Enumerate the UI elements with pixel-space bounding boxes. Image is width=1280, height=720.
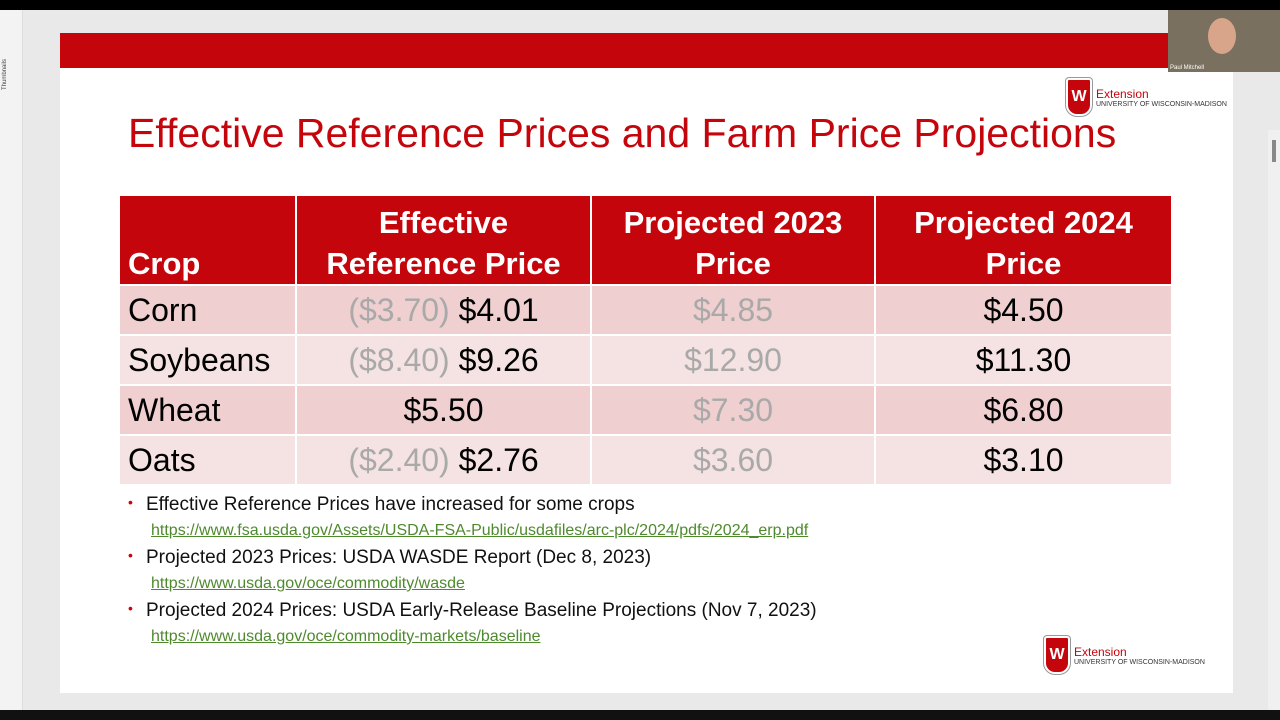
- price: $4.01: [458, 291, 539, 328]
- top-bar: [0, 0, 1280, 10]
- price-2024: $3.10: [875, 434, 1171, 484]
- header-cell: Projected 2023 Price: [591, 196, 876, 285]
- erp-cell: ($8.40) $9.26: [296, 334, 592, 385]
- old-price: ($8.40): [348, 341, 450, 378]
- erp-cell: ($3.70) $4.01: [296, 284, 592, 335]
- link[interactable]: https://www.fsa.usda.gov/Assets/USDA-FSA…: [151, 522, 809, 539]
- bullet: Effective Reference Prices have increase…: [128, 494, 817, 547]
- table-row: Corn ($3.70) $4.01 $4.85 $4.50: [120, 284, 1171, 335]
- logo: W Extension UNIVERSITY OF WISCONSIN-MADISO…: [1044, 636, 1205, 674]
- logo-org: UNIVERSITY OF WISCONSIN-MADISON: [1096, 100, 1227, 108]
- bullet-text: Projected 2023 Prices: USDA WASDE Report…: [146, 547, 652, 568]
- thumbnail-pane[interactable]: Thumbnails: [0, 10, 23, 710]
- crop-cell: Oats: [120, 434, 297, 484]
- header-cell: Effective Reference Price: [296, 196, 592, 285]
- price: $2.76: [458, 441, 539, 478]
- old-price: ($2.40): [348, 441, 450, 478]
- logo-name: Extension: [1096, 86, 1149, 101]
- webcam: Paul Mitchell: [1168, 10, 1280, 72]
- bullet: Projected 2023 Prices: USDA WASDE Report…: [128, 547, 817, 600]
- old-price: ($3.70): [348, 291, 450, 328]
- erp-cell: $5.50: [296, 384, 592, 435]
- bullet-list: Effective Reference Prices have increase…: [128, 494, 817, 653]
- crop-cell: Soybeans: [120, 334, 297, 385]
- table-row: Soybeans ($8.40) $9.26 $12.90 $11.30: [120, 334, 1171, 385]
- price-2023: $7.30: [591, 384, 876, 435]
- price-2024: $4.50: [875, 284, 1171, 335]
- bullet-text: Projected 2024 Prices: USDA Early-Releas…: [146, 600, 817, 621]
- crop-cell: Corn: [120, 284, 297, 335]
- pane-label: Thumbnails: [2, 58, 8, 90]
- price-2024: $6.80: [875, 384, 1171, 435]
- price-2023: $12.90: [591, 334, 876, 385]
- price: $5.50: [403, 391, 484, 428]
- erp-cell: ($2.40) $2.76: [296, 434, 592, 484]
- crop-cell: Wheat: [120, 384, 297, 435]
- bullet: Projected 2024 Prices: USDA Early-Releas…: [128, 600, 817, 653]
- logo-name: Extension: [1074, 644, 1127, 659]
- link[interactable]: https://www.usda.gov/oce/commodity/wasde: [151, 575, 465, 592]
- price-2023: $3.60: [591, 434, 876, 484]
- price-table: Crop Effective Reference Price Projected…: [120, 196, 1171, 484]
- table-row: Wheat $5.50 $7.30 $6.80: [120, 384, 1171, 435]
- price: $9.26: [458, 341, 539, 378]
- link[interactable]: https://www.usda.gov/oce/commodity-marke…: [151, 628, 541, 645]
- banner: [60, 33, 1168, 68]
- logo-org: UNIVERSITY OF WISCONSIN-MADISON: [1074, 658, 1205, 666]
- price-2024: $11.30: [875, 334, 1171, 385]
- table-row: Oats ($2.40) $2.76 $3.60 $3.10: [120, 434, 1171, 484]
- price-2023: $4.85: [591, 284, 876, 335]
- logo: W Extension UNIVERSITY OF WISCONSIN-MADISO…: [1066, 78, 1227, 116]
- participant-name: Paul Mitchell: [1170, 65, 1205, 71]
- slide-title: Effective Reference Prices and Farm Pric…: [128, 110, 1117, 156]
- bullet-text: Effective Reference Prices have increase…: [146, 494, 635, 515]
- header-cell: Projected 2024 Price: [875, 196, 1171, 285]
- scrollbar[interactable]: [1268, 130, 1280, 710]
- bottom-bar: [0, 710, 1280, 720]
- header-cell: Crop: [120, 196, 297, 285]
